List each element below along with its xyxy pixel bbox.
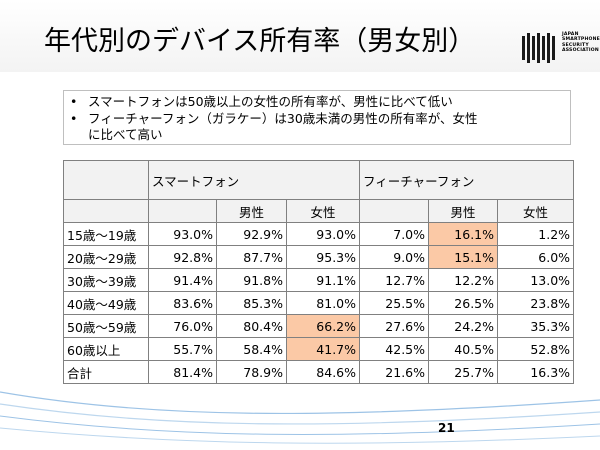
sub-header-male: 男性 [428,199,499,223]
table-group-header-row: スマートフォン フィーチャーフォン [63,160,575,200]
table-cell: 87.7% [216,245,287,269]
page-number: 21 [438,421,455,435]
table-cell: 91.8% [216,268,287,292]
jssa-logo: JAPAN SMARTPHONE SECURITY ASSOCIATION [522,32,600,65]
sub-header-male: 男性 [216,199,287,223]
table-cell: 83.6% [148,291,217,315]
table-cell: 66.2% [285,314,361,338]
bullet-dot: • [70,111,78,126]
table-row: 20歳〜29歳 92.8% 87.7% 95.3% 9.0% 15.1% 6.0% [63,245,575,269]
table-cell: 92.8% [148,245,217,269]
table-cell: 24.2% [428,314,499,338]
table-row: 合計 81.4% 78.9% 84.6% 21.6% 25.7% 16.3% [63,360,575,384]
summary-box: • スマートフォンは50歳以上の女性の所有率が、男性に比べて低い • フィーチャ… [63,90,571,145]
bullet-dot: • [70,94,78,109]
table-cell: 25.5% [359,291,430,315]
group-header-featurephone: フィーチャーフォン [359,160,575,200]
group-header-smartphone: スマートフォン [147,160,361,200]
table-cell: 25.7% [428,360,499,384]
table-row: 30歳〜39歳 91.4% 91.8% 91.1% 12.7% 12.2% 13.0% [63,268,575,292]
ownership-table: スマートフォン フィーチャーフォン 男性 女性 男性 女性 15歳〜19歳 93.… [63,160,575,384]
table-cell: 13.0% [497,268,575,292]
decorative-wave-graphic [0,391,600,444]
sub-header-cell [148,199,217,223]
bullet-text: スマートフォンは50歳以上の女性の所有率が、男性に比べて低い [88,94,453,109]
table-cell: 42.5% [359,337,430,361]
table-cell: 81.4% [148,360,217,384]
bullet-text: に比べて高い [88,127,163,142]
table-cell: 21.6% [359,360,430,384]
table-cell: 26.5% [428,291,499,315]
logo-text: JAPAN SMARTPHONE SECURITY ASSOCIATION [562,32,600,54]
table-cell: 93.0% [148,222,217,246]
table-corner-cell [63,160,149,200]
table-cell: 91.4% [148,268,217,292]
table-body: 15歳〜19歳 93.0% 92.9% 93.0% 7.0% 16.1% 1.2% 20歳〜2… [63,222,575,384]
table-cell: 84.6% [285,360,361,384]
sub-header-female: 女性 [285,199,361,223]
table-row: 15歳〜19歳 93.0% 92.9% 93.0% 7.0% 16.1% 1.2% [63,222,575,246]
table-cell: 91.1% [285,268,361,292]
table-cell: 12.2% [428,268,499,292]
row-label: 50歳〜59歳 [63,314,149,338]
table-cell: 16.3% [497,360,575,384]
table-cell: 85.3% [216,291,287,315]
row-label: 40歳〜49歳 [63,291,149,315]
table-cell: 92.9% [216,222,287,246]
table-cell: 1.2% [497,222,575,246]
table-cell: 35.3% [497,314,575,338]
row-label: 20歳〜29歳 [63,245,149,269]
table-cell: 81.0% [285,291,361,315]
table-sub-header-row: 男性 女性 男性 女性 [63,199,575,223]
row-label: 合計 [63,360,149,384]
table-cell: 15.1% [428,245,499,269]
table-cell: 6.0% [497,245,575,269]
table-cell: 93.0% [285,222,361,246]
table-cell: 78.9% [216,360,287,384]
table-cell: 95.3% [285,245,361,269]
table-cell: 16.1% [428,222,499,246]
table-cell: 9.0% [359,245,430,269]
table-cell: 52.8% [497,337,575,361]
table-cell: 7.0% [359,222,430,246]
table-cell: 80.4% [216,314,287,338]
row-label: 15歳〜19歳 [63,222,149,246]
table-cell: 12.7% [359,268,430,292]
table-cell: 23.8% [497,291,575,315]
sub-header-female: 女性 [497,199,575,223]
slide-header-background [0,0,600,72]
table-corner-cell [63,199,149,223]
row-label: 30歳〜39歳 [63,268,149,292]
table-row: 40歳〜49歳 83.6% 85.3% 81.0% 25.5% 26.5% 23.8% [63,291,575,315]
slide-title: 年代別のデバイス所有率（男女別） [44,26,476,57]
logo-bars-icon [522,33,555,63]
bullet-text: フィーチャーフォン（ガラケー）は30歳未満の男性の所有率が、女性 [88,111,478,126]
sub-header-cell [359,199,430,223]
row-label: 60歳以上 [63,337,149,361]
table-row: 50歳〜59歳 76.0% 80.4% 66.2% 27.6% 24.2% 35.3% [63,314,575,338]
